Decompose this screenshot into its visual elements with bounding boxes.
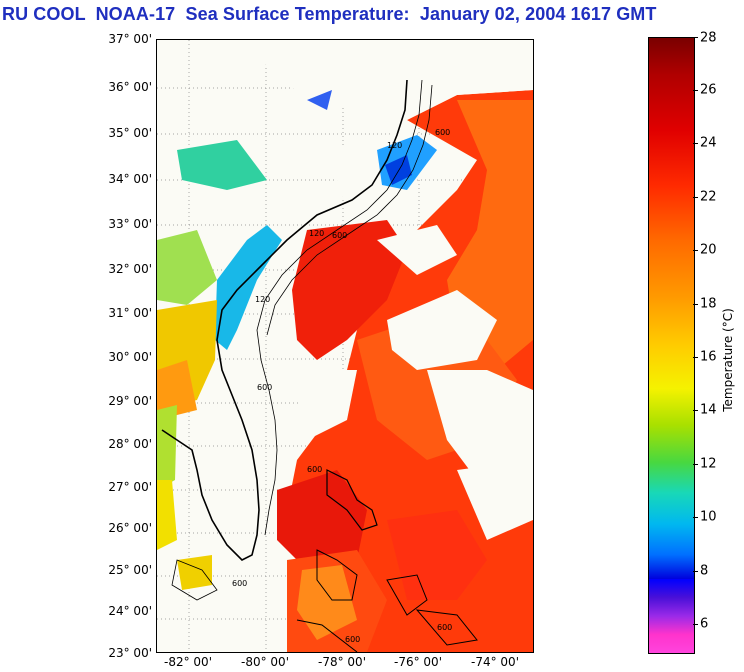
colorbar-tickmark	[693, 143, 698, 144]
colorbar-tick: 20	[700, 242, 717, 258]
lat-label: 27° 00'	[108, 480, 152, 494]
colorbar-tickmark	[693, 250, 698, 251]
colorbar-tick: 24	[700, 135, 717, 151]
contour-label: 120	[309, 229, 324, 238]
colorbar-tick: 26	[700, 82, 717, 98]
sst-map[interactable]: 600 120 600 120 600 600 600 120 600 600	[156, 39, 534, 653]
colorbar-tick: 14	[700, 402, 717, 418]
colorbar-tick: 18	[700, 296, 717, 312]
contour-label: 600	[332, 231, 347, 240]
lon-label: -80° 00'	[241, 655, 289, 669]
colorbar-tick: 10	[700, 509, 717, 525]
contour-label: 600	[345, 635, 360, 644]
contour-label: 600	[232, 579, 247, 588]
lat-label: 26° 00'	[108, 521, 152, 535]
colorbar-tickmark	[693, 624, 698, 625]
lat-label: 35° 00'	[108, 126, 152, 140]
coastline	[161, 79, 478, 652]
contour-label: 120	[255, 295, 270, 304]
lat-label: 30° 00'	[108, 350, 152, 364]
lon-label: -74° 00'	[471, 655, 519, 669]
lat-label: 33° 00'	[108, 217, 152, 231]
map-title: RU COOL NOAA-17 Sea Surface Temperature:…	[2, 4, 657, 24]
lat-label: 23° 00'	[108, 646, 152, 660]
lon-label: -78° 00'	[318, 655, 366, 669]
colorbar-tickmark	[693, 464, 698, 465]
colorbar-tick: 6	[700, 616, 709, 632]
colorbar-tick: 16	[700, 349, 717, 365]
colorbar-tick: 12	[700, 456, 717, 472]
contour-label: 120	[387, 141, 402, 150]
colorbar-tickmark	[693, 410, 698, 411]
lat-label: 34° 00'	[108, 172, 152, 186]
lat-label: 29° 00'	[108, 394, 152, 408]
contour-label: 600	[257, 383, 272, 392]
cool-shelf-water	[157, 90, 437, 590]
lat-label: 28° 00'	[108, 437, 152, 451]
lat-label: 37° 00'	[108, 32, 152, 46]
contour-label: 600	[437, 623, 452, 632]
lat-label: 32° 00'	[108, 262, 152, 276]
colorbar-tickmark	[693, 37, 698, 38]
sst-map-canvas: 600 120 600 120 600 600 600 120 600 600	[157, 40, 533, 652]
colorbar-tick: 22	[700, 189, 717, 205]
lon-label: -82° 00'	[164, 655, 212, 669]
colorbar-label: Temperature (°C)	[721, 308, 735, 412]
temperature-colorbar	[648, 37, 695, 654]
lat-label: 36° 00'	[108, 80, 152, 94]
colorbar-tick: 28	[700, 30, 717, 46]
contour-label: 600	[435, 128, 450, 137]
lat-label: 31° 00'	[108, 306, 152, 320]
colorbar-tickmark	[693, 304, 698, 305]
colorbar-tickmark	[693, 517, 698, 518]
colorbar-tick: 8	[700, 563, 709, 579]
colorbar-tickmark	[693, 571, 698, 572]
colorbar-tickmark	[693, 90, 698, 91]
lat-label: 24° 00'	[108, 604, 152, 618]
contour-labels: 600 120 600 120 600 600 600 120 600 600	[232, 128, 452, 644]
colorbar-tickmark	[693, 197, 698, 198]
lon-label: -76° 00'	[394, 655, 442, 669]
contour-label: 600	[307, 465, 322, 474]
lat-label: 25° 00'	[108, 563, 152, 577]
colorbar-tickmark	[693, 357, 698, 358]
